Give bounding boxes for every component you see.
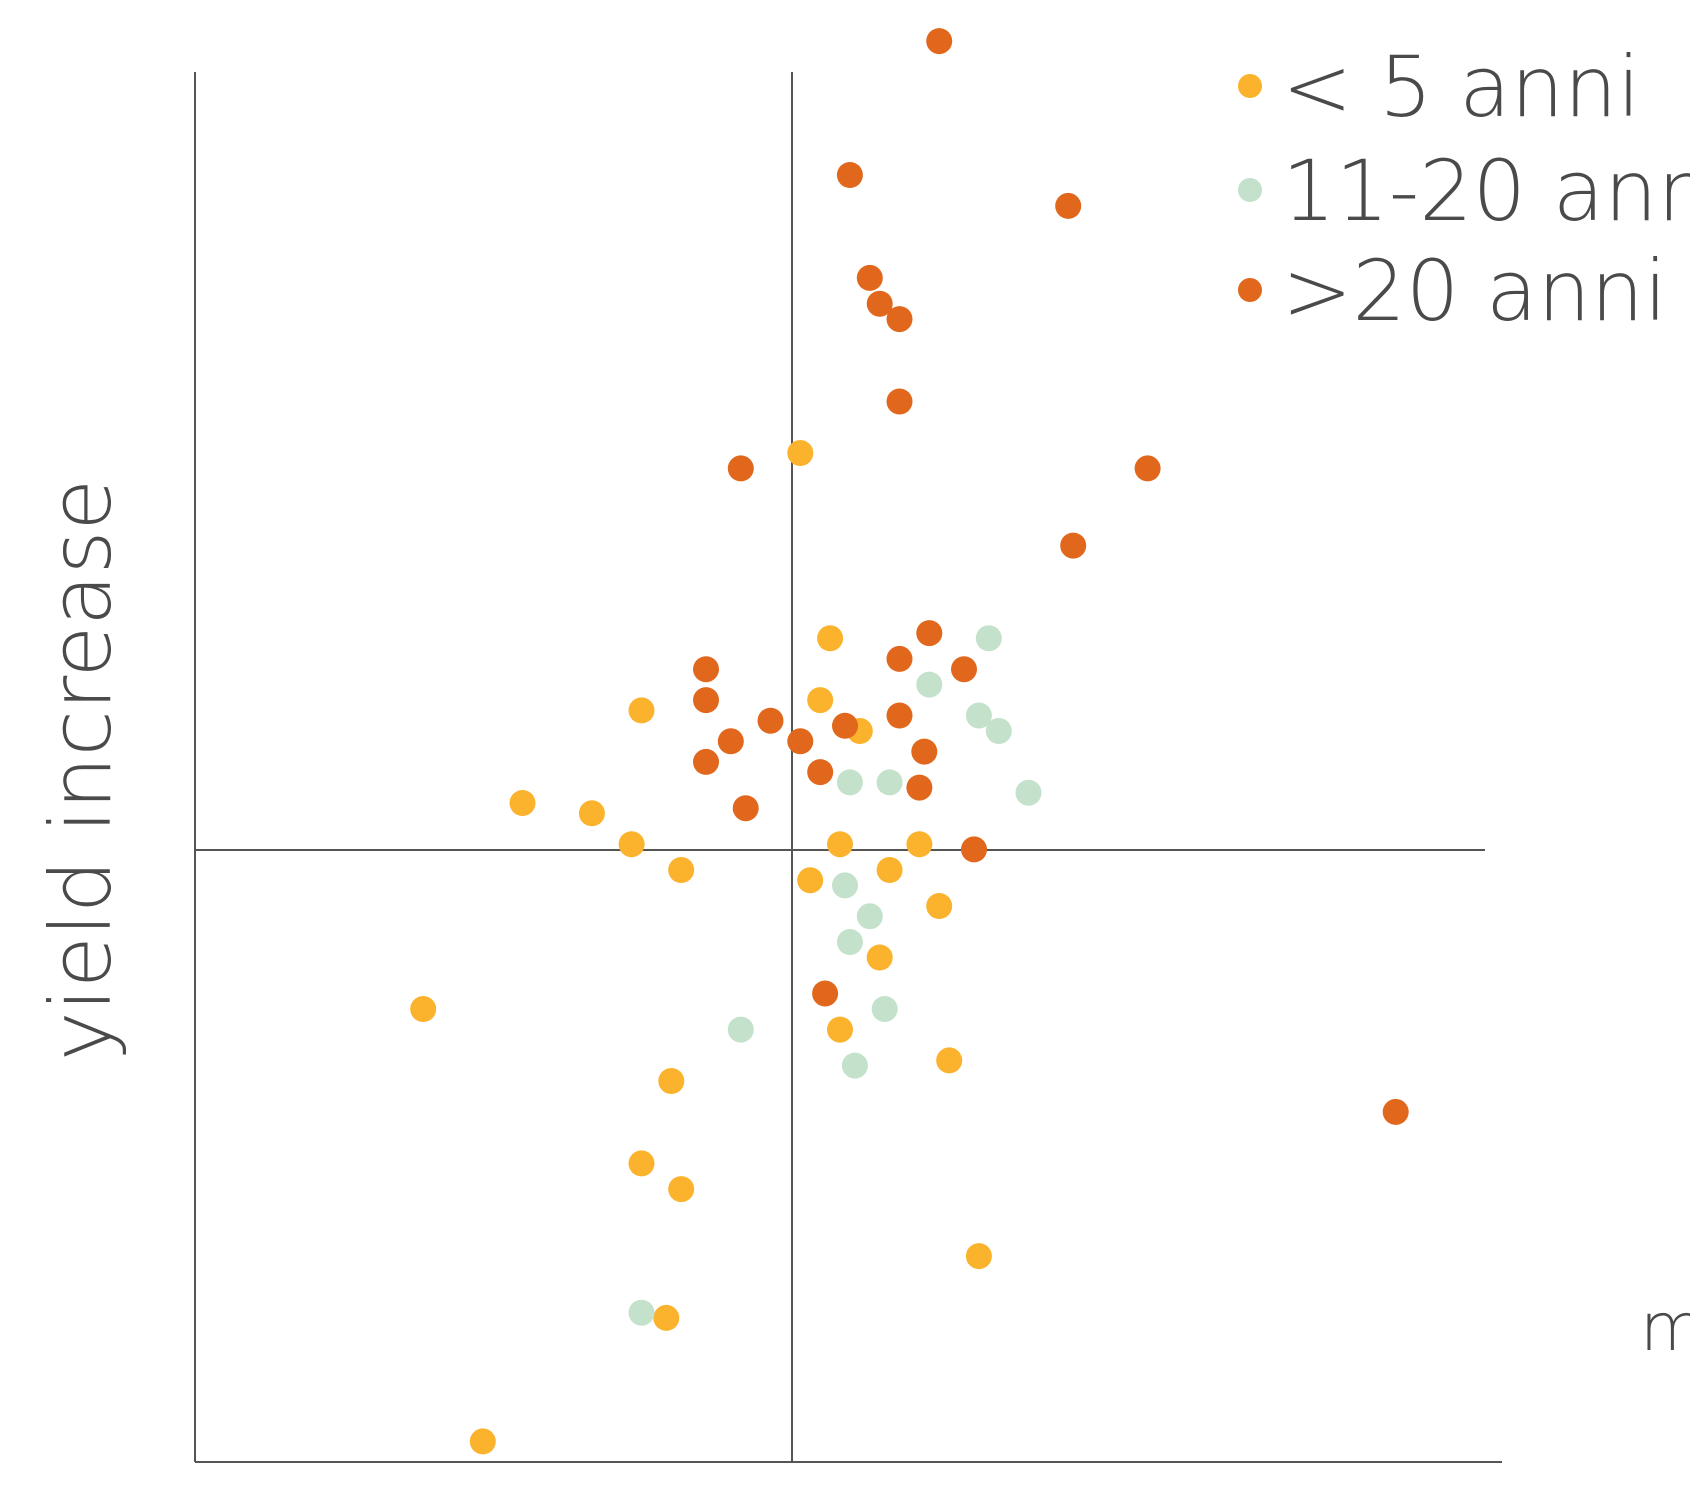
series-1 [628,625,1042,1326]
data-point [1015,779,1042,806]
data-point [876,857,903,883]
y-axis-label: yield increase [32,479,130,1061]
legend-label: >20 anni [1282,242,1667,340]
data-point [841,1052,868,1079]
legend-label: < 5 anni [1282,38,1641,136]
data-point [911,738,938,765]
data-points [410,28,1409,1455]
data-point [817,625,844,652]
data-point [886,306,913,333]
data-point [469,1428,496,1455]
data-point [876,769,903,796]
data-point [578,800,605,827]
x-axis-label: m [1640,1289,1690,1366]
data-point [886,702,913,729]
data-point [807,687,834,714]
data-point [1382,1098,1409,1125]
data-point [832,712,858,739]
data-point [693,687,719,714]
data-point [812,980,839,1007]
data-point [787,728,814,755]
data-point [886,388,913,415]
legend-label: 11-20 anni [1282,142,1690,240]
data-point [693,656,719,683]
data-point [985,718,1012,744]
data-point [410,996,437,1022]
data-point [856,903,883,930]
data-point [628,1150,655,1177]
data-point [658,1068,685,1094]
data-point [836,162,863,188]
data-point [693,748,719,775]
data-point [866,944,893,971]
data-point [836,929,863,955]
data-point [757,707,784,734]
data-point [926,893,953,919]
data-point [916,620,943,647]
data-point [787,440,814,466]
data-point [827,1016,853,1043]
data-point [668,857,695,883]
data-point [832,872,858,899]
legend-marker [1238,178,1262,202]
axes [194,72,1502,1463]
series-0 [410,440,992,1455]
data-point [856,264,883,291]
data-point [1055,192,1082,219]
data-point [871,996,898,1022]
data-point [732,795,759,822]
data-point [618,831,645,858]
data-point [906,831,933,858]
data-point [668,1176,695,1203]
legend-marker [1238,278,1262,302]
data-point [807,759,834,786]
data-point [727,455,754,482]
data-point [1134,455,1161,482]
data-point [836,769,863,796]
data-point [509,790,536,816]
data-point [717,728,744,755]
data-point [965,702,992,729]
data-point [653,1304,680,1331]
data-point [1060,532,1087,559]
data-point [965,1243,992,1270]
data-point [906,774,933,801]
data-point [827,831,853,858]
data-point [926,28,953,55]
data-point [727,1016,754,1043]
data-point [951,656,977,683]
data-point [916,671,943,698]
legend-marker [1238,74,1262,98]
data-point [936,1047,963,1074]
series-2 [693,28,1409,1125]
data-point [975,625,1002,652]
data-point [628,1299,655,1326]
data-point [628,697,655,724]
data-point [961,836,987,863]
data-point [886,645,913,672]
data-point [797,867,824,894]
data-point [866,290,893,317]
